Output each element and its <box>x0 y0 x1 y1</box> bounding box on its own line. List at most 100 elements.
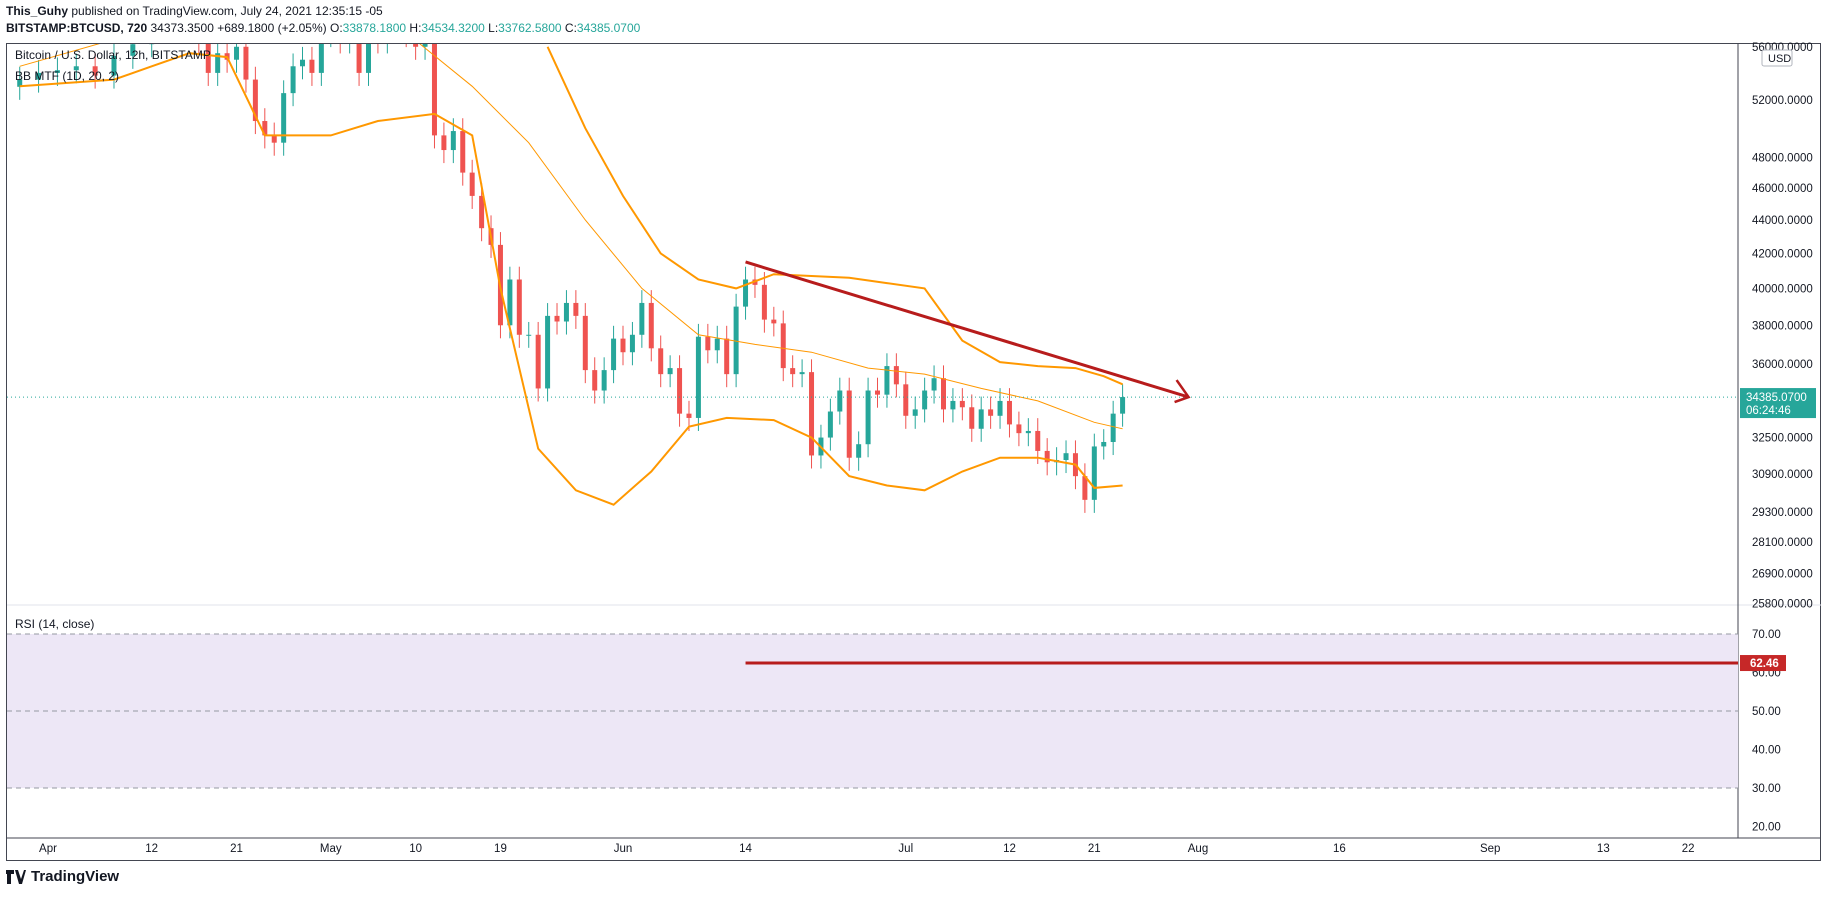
candle-body <box>1082 476 1088 500</box>
trendline-arrow[interactable] <box>745 260 1190 399</box>
price-tick-label: 30900.0000 <box>1752 469 1813 481</box>
candle-body <box>639 302 645 335</box>
candle-body <box>394 15 399 24</box>
time-tick-label: 21 <box>1088 843 1101 855</box>
price-tick-label: 28100.0000 <box>1752 537 1813 549</box>
candle-body <box>809 372 815 456</box>
candle-body <box>733 306 739 375</box>
high-value: 34534.3200 <box>421 21 485 35</box>
candle-body <box>799 372 805 375</box>
chart-frame[interactable] <box>6 43 1821 861</box>
candle-body <box>356 44 362 73</box>
candle-body <box>159 3 164 28</box>
candle-body <box>1025 430 1031 434</box>
candle-body <box>790 368 796 375</box>
candle-body <box>54 70 60 73</box>
rsi-legend[interactable]: RSI (14, close) <box>15 617 95 631</box>
candle-body <box>262 121 268 136</box>
author-name[interactable]: This_Guhy <box>6 4 69 18</box>
candle-body <box>545 315 551 389</box>
candle-body <box>130 44 136 56</box>
candle-body <box>978 409 984 429</box>
candle-body <box>507 279 513 326</box>
price-tag-value: 34385.0700 <box>1746 392 1807 404</box>
candle-body <box>611 338 617 371</box>
candle-body <box>940 378 946 410</box>
candle-body <box>365 44 371 73</box>
candle-body <box>922 390 928 410</box>
candle-body <box>460 131 466 173</box>
price-tick-label: 40000.0000 <box>1752 283 1813 295</box>
candle-body <box>686 413 692 418</box>
time-tick-label: 19 <box>494 843 507 855</box>
rsi-tag-bg <box>1740 655 1786 672</box>
candle-body <box>582 315 588 371</box>
candle-body <box>516 279 522 335</box>
price-tick-label: 44000.0000 <box>1752 215 1813 227</box>
candle-body <box>601 370 607 391</box>
candle-body <box>347 28 352 41</box>
open-label: O: <box>329 21 343 35</box>
candle-body <box>988 409 994 416</box>
close-label: C: <box>564 21 577 35</box>
candle-body <box>884 366 890 395</box>
candle-body <box>969 407 975 429</box>
time-tick-label: 14 <box>739 843 752 855</box>
candle-body <box>479 195 485 229</box>
candle-body <box>149 44 155 45</box>
currency-label: USD <box>1768 53 1791 65</box>
candle-body <box>1006 400 1012 425</box>
time-tick-label: Jun <box>614 843 633 855</box>
currency-box[interactable] <box>1761 49 1793 67</box>
candle-body <box>1091 446 1097 500</box>
price-tick-label: 26900.0000 <box>1752 568 1813 580</box>
candle-body <box>827 411 833 438</box>
bb-basis-line <box>19 44 1123 430</box>
time-tick-label: 16 <box>1333 843 1346 855</box>
price-tick-label: 25800.0000 <box>1752 598 1813 610</box>
candle-body <box>526 334 532 336</box>
candle-body <box>300 59 306 67</box>
candle-body <box>168 0 173 3</box>
publish-info: This_Guhy published on TradingView.com, … <box>6 4 383 18</box>
candle-body <box>563 302 569 322</box>
candle-body <box>431 44 437 136</box>
candle-body <box>187 0 192 22</box>
price-tick-label: 36000.0000 <box>1752 359 1813 371</box>
candle-body <box>629 334 635 353</box>
rsi-tick-label: 70.00 <box>1752 629 1781 641</box>
symbol-legend[interactable]: Bitcoin / U.S. Dollar, 12h, BITSTAMP <box>15 48 211 62</box>
price-tag-countdown: 06:24:46 <box>1746 405 1791 417</box>
candle-body <box>667 368 673 375</box>
time-tick-label: 12 <box>1003 843 1016 855</box>
tradingview-logo-icon <box>6 869 26 884</box>
candle-body <box>677 368 683 414</box>
candle-body <box>648 302 654 349</box>
candle-body <box>234 46 240 60</box>
price-tick-label: 29300.0000 <box>1752 507 1813 519</box>
candle-body <box>375 34 380 40</box>
last-price: 34373.3500 <box>150 21 214 35</box>
high-label: H: <box>409 21 422 35</box>
low-label: L: <box>488 21 499 35</box>
candle-body <box>780 323 786 369</box>
open-value: 33878.1800 <box>342 21 407 35</box>
bb-lower-line <box>19 52 1123 506</box>
candle-body <box>893 366 899 385</box>
candle-body <box>846 390 852 458</box>
candle-body <box>1110 413 1116 442</box>
candle-body <box>205 44 211 73</box>
low-value: 33762.5800 <box>498 21 562 35</box>
time-tick-label: 22 <box>1682 843 1695 855</box>
candle-body <box>73 66 79 71</box>
published-text: published on TradingView.com, July 24, 2… <box>71 4 383 18</box>
bb-legend[interactable]: BB MTF (1D, 20, 2) <box>15 69 120 83</box>
time-tick-label: 12 <box>145 843 158 855</box>
candle-body <box>404 15 409 34</box>
candle-body <box>959 400 965 408</box>
tradingview-footer[interactable]: TradingView <box>6 868 119 885</box>
candle-body <box>17 79 23 87</box>
candle-body <box>328 28 333 34</box>
candle-body <box>92 66 98 76</box>
